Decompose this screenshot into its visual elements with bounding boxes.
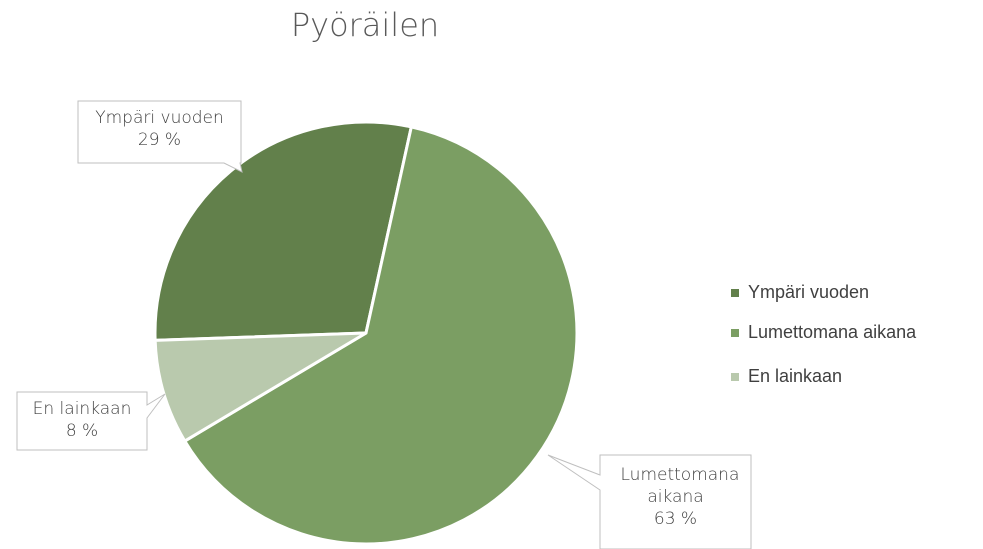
label-value: 29 % — [137, 130, 182, 150]
pie-slice — [182, 125, 579, 546]
legend-swatch — [731, 329, 739, 337]
legend-label: Ympäri vuoden — [748, 282, 870, 302]
data-label: En lainkaan 8 % — [17, 398, 147, 442]
legend-label: Lumettomana aikana — [748, 322, 917, 342]
legend-label: En lainkaan — [748, 366, 843, 386]
pie-slice — [153, 120, 414, 342]
data-label: Ympäri vuoden 29 % — [78, 107, 241, 151]
callout — [77, 100, 243, 173]
callout — [547, 454, 752, 549]
label-category: En lainkaan — [32, 399, 132, 419]
legend-swatch — [731, 289, 739, 297]
legend-swatch — [731, 373, 739, 381]
label-value: 63 % — [653, 509, 698, 529]
pie — [153, 120, 579, 546]
data-label: Lumettomana aikana 63 % — [600, 464, 751, 530]
chart-title: Pyöräilen — [290, 6, 440, 44]
pie-slice — [153, 331, 367, 444]
label-value: 8 % — [65, 421, 99, 441]
label-category: Lumettomana aikana — [620, 465, 740, 507]
callout — [16, 391, 166, 451]
label-category: Ympäri vuoden — [95, 108, 224, 128]
